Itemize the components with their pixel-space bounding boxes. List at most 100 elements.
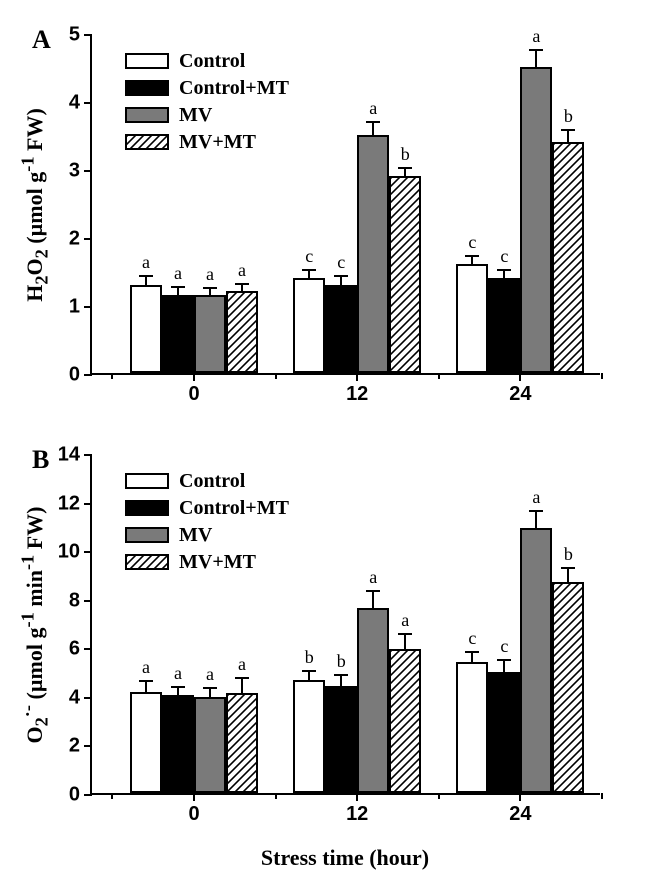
significance-label: b xyxy=(337,651,346,672)
y-tick xyxy=(84,170,92,172)
significance-label: a xyxy=(174,263,182,284)
x-tick-label: 0 xyxy=(188,383,199,406)
error-bar xyxy=(340,276,342,286)
legend-row: MV+MT xyxy=(125,551,289,573)
y-tick xyxy=(84,697,92,699)
y-tick xyxy=(84,745,92,747)
legend-swatch xyxy=(125,554,169,570)
significance-label: b xyxy=(305,647,314,668)
y-tick xyxy=(84,648,92,650)
error-cap xyxy=(139,275,153,277)
significance-label: b xyxy=(401,144,410,165)
significance-label: a xyxy=(206,664,214,685)
error-cap xyxy=(529,49,543,51)
error-bar xyxy=(471,652,473,664)
y-tick xyxy=(84,551,92,553)
error-cap xyxy=(497,659,511,661)
y-tick xyxy=(84,102,92,104)
bar xyxy=(488,672,520,793)
error-cap xyxy=(235,283,249,285)
significance-label: a xyxy=(174,663,182,684)
y-tick-label: 10 xyxy=(58,541,80,564)
error-bar xyxy=(404,634,406,651)
legend-label: MV xyxy=(179,524,212,547)
error-bar xyxy=(503,270,505,280)
error-bar xyxy=(241,284,243,294)
error-cap xyxy=(302,269,316,271)
panel-b-legend: Control Control+MT MV MV+MT xyxy=(125,470,289,578)
bar xyxy=(226,693,258,793)
bar xyxy=(226,291,258,373)
legend-swatch xyxy=(125,473,169,489)
x-tick-minor xyxy=(111,373,113,379)
error-bar xyxy=(177,687,179,697)
significance-label: a xyxy=(142,252,150,273)
legend-swatch xyxy=(125,134,169,150)
x-tick-label: 12 xyxy=(346,383,368,406)
y-tick xyxy=(84,238,92,240)
y-tick xyxy=(84,503,92,505)
legend-swatch xyxy=(125,500,169,516)
bar xyxy=(130,285,162,373)
bar xyxy=(325,285,357,373)
x-axis-title: Stress time (hour) xyxy=(261,845,429,871)
bar xyxy=(552,582,584,793)
legend-swatch xyxy=(125,80,169,96)
error-bar xyxy=(372,122,374,137)
legend-row: MV xyxy=(125,104,289,126)
error-bar xyxy=(209,288,211,297)
error-cap xyxy=(561,567,575,569)
error-bar xyxy=(177,287,179,297)
bar xyxy=(194,697,226,793)
panel-b-y-title: O2·- (µmol g-1 min-1 FW) xyxy=(18,507,53,744)
x-tick xyxy=(193,793,195,801)
y-tick-label: 12 xyxy=(58,492,80,515)
error-bar xyxy=(503,660,505,673)
x-tick-minor xyxy=(601,793,603,799)
bar xyxy=(357,135,389,373)
panel-a-letter: A xyxy=(32,25,51,55)
bar xyxy=(325,686,357,793)
error-bar xyxy=(308,671,310,682)
legend-label: MV xyxy=(179,104,212,127)
x-tick-minor xyxy=(438,793,440,799)
legend-row: Control+MT xyxy=(125,497,289,519)
legend-label: Control xyxy=(179,50,245,73)
x-tick xyxy=(356,793,358,801)
x-tick-minor xyxy=(438,373,440,379)
error-bar xyxy=(145,681,147,694)
legend-row: MV+MT xyxy=(125,131,289,153)
y-tick xyxy=(84,374,92,376)
y-tick-label: 5 xyxy=(69,24,80,47)
legend-label: Control xyxy=(179,470,245,493)
significance-label: a xyxy=(401,610,409,631)
legend-label: Control+MT xyxy=(179,77,289,100)
error-bar xyxy=(535,511,537,530)
bar xyxy=(389,176,421,373)
error-bar xyxy=(209,688,211,699)
error-cap xyxy=(334,275,348,277)
error-cap xyxy=(366,590,380,592)
bar xyxy=(194,295,226,373)
significance-label: c xyxy=(337,252,345,273)
x-tick-label: 0 xyxy=(188,803,199,826)
error-cap xyxy=(203,687,217,689)
x-tick-label: 24 xyxy=(509,383,531,406)
y-tick-label: 0 xyxy=(69,784,80,807)
significance-label: a xyxy=(369,567,377,588)
error-cap xyxy=(203,287,217,289)
x-tick-minor xyxy=(275,793,277,799)
legend-label: Control+MT xyxy=(179,497,289,520)
significance-label: c xyxy=(500,246,508,267)
significance-label: a xyxy=(238,260,246,281)
significance-label: a xyxy=(206,264,214,285)
error-cap xyxy=(561,129,575,131)
x-tick-minor xyxy=(111,793,113,799)
significance-label: a xyxy=(238,654,246,675)
legend-label: MV+MT xyxy=(179,551,256,574)
error-cap xyxy=(497,269,511,271)
bar xyxy=(162,295,194,373)
bar xyxy=(389,649,421,794)
y-tick-label: 0 xyxy=(69,364,80,387)
bar xyxy=(130,692,162,793)
